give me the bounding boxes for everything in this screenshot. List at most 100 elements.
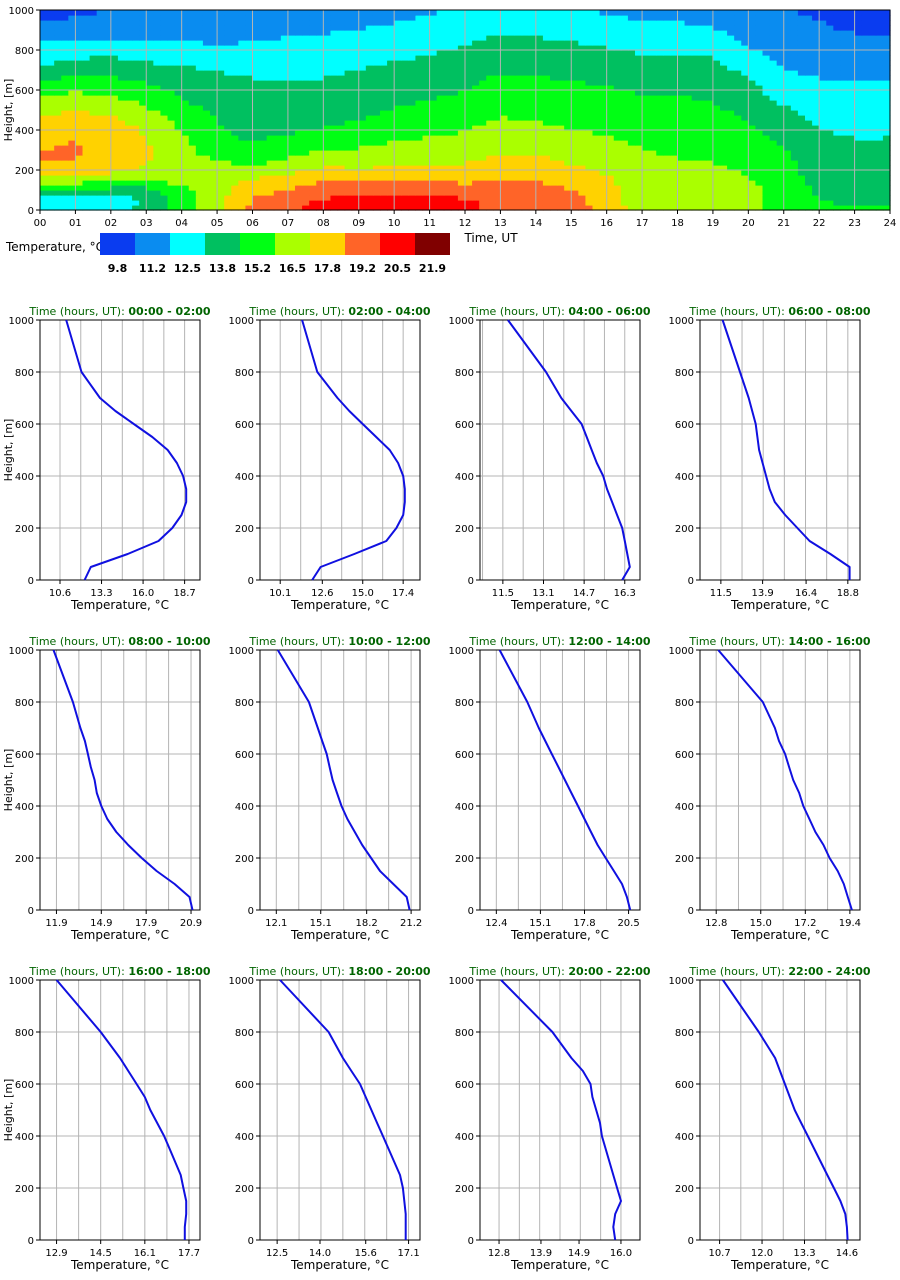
heatmap-cell [202, 160, 211, 166]
heatmap-cell [691, 95, 700, 101]
heatmap-cell [514, 90, 523, 96]
heatmap-cell [670, 120, 679, 126]
heatmap-cell [110, 195, 119, 201]
heatmap-cell [54, 195, 62, 201]
heatmap-cell [755, 15, 764, 21]
heatmap-cell [486, 105, 494, 111]
heatmap-cell [429, 50, 438, 56]
heatmap-cell [826, 150, 834, 156]
heatmap-cell [812, 30, 820, 36]
heatmap-cell [415, 110, 424, 116]
heatmap-cell [174, 135, 183, 141]
colorbar-swatch [170, 233, 205, 255]
heatmap-cell [691, 20, 700, 26]
heatmap-cell [394, 150, 402, 156]
heatmap-cell [224, 75, 232, 81]
heatmap-cell [337, 135, 346, 141]
heatmap-cell [103, 110, 112, 116]
heatmap-cell [578, 115, 587, 121]
heatmap-cell [40, 160, 48, 166]
heatmap-cell [252, 120, 261, 126]
heatmap-cell [302, 10, 310, 16]
heatmap-cell [649, 20, 657, 26]
heatmap-cell [40, 120, 48, 126]
heatmap-cell [217, 130, 225, 136]
heatmap-cell [840, 50, 849, 56]
heatmap-cell [627, 155, 636, 161]
heatmap-cell [394, 125, 402, 131]
heatmap-cell [465, 135, 473, 141]
heatmap-cell [833, 35, 842, 41]
heatmap-cell [479, 180, 487, 186]
heatmap-cell [677, 70, 686, 76]
heatmap-cell [783, 30, 792, 36]
heatmap-cell [125, 75, 133, 81]
heatmap-cell [783, 130, 792, 136]
heatmap-cell [656, 60, 664, 66]
heatmap-cell [309, 30, 317, 36]
heatmap-cell [401, 205, 409, 211]
heatmap-cell [500, 110, 509, 116]
heatmap-cell [805, 105, 813, 111]
heatmap-cell [486, 160, 494, 166]
heatmap-cell [656, 50, 664, 56]
heatmap-cell [741, 175, 749, 181]
heatmap-cell [649, 195, 657, 201]
heatmap-cell [309, 55, 317, 61]
heatmap-cell [620, 180, 629, 186]
heatmap-cell [741, 30, 749, 36]
heatmap-cell [210, 20, 218, 26]
heatmap-cell [422, 170, 431, 176]
heatmap-cell [195, 95, 204, 101]
heatmap-cell [670, 60, 679, 66]
heatmap-cell [762, 80, 771, 86]
heatmap-cell [309, 115, 317, 121]
heatmap-cell [790, 135, 799, 141]
heatmap-cell [457, 90, 466, 96]
heatmap-cell [245, 50, 254, 56]
heatmap-cell [365, 80, 374, 86]
colorbar-swatch [205, 233, 240, 255]
heatmap-cell [755, 150, 764, 156]
heatmap-cell [472, 175, 480, 181]
heatmap-cell [401, 195, 409, 201]
heatmap-cell [613, 25, 622, 31]
heatmap-cell [47, 95, 55, 101]
heatmap-cell [571, 25, 579, 31]
heatmap-cell [727, 165, 735, 171]
heatmap-cell [635, 140, 643, 146]
heatmap-cell [620, 190, 629, 196]
heatmap-cell [521, 175, 530, 181]
heatmap-cell [861, 205, 870, 211]
heatmap-cell [252, 195, 261, 201]
heatmap-cell [861, 10, 870, 16]
heatmap-cell [833, 195, 842, 201]
heatmap-cell [762, 95, 771, 101]
heatmap-cell [493, 125, 502, 131]
heatmap-cell [323, 160, 332, 166]
heatmap-cell [174, 185, 183, 191]
heatmap-cell [358, 45, 367, 51]
heatmap-cell [68, 10, 77, 16]
heatmap-cell [132, 155, 140, 161]
heatmap-cell [47, 190, 55, 196]
heatmap-cell [783, 170, 792, 176]
heatmap-cell [550, 205, 558, 211]
heatmap-cell [309, 205, 317, 211]
heatmap-cell [847, 200, 856, 206]
heatmap-cell [875, 45, 884, 51]
heatmap-cell [691, 90, 700, 96]
heatmap-cell [797, 190, 806, 196]
heatmap-cell [649, 170, 657, 176]
heatmap-cell [316, 20, 324, 26]
heatmap-cell [797, 20, 806, 26]
heatmap-cell [436, 185, 445, 191]
heatmap-cell [819, 40, 827, 46]
heatmap-cell [40, 105, 48, 111]
heatmap-cell [365, 55, 374, 61]
heatmap-cell [68, 170, 77, 176]
heatmap-cell [394, 75, 402, 81]
heatmap-cell [465, 185, 473, 191]
heatmap-cell [302, 140, 310, 146]
heatmap-cell [408, 170, 417, 176]
